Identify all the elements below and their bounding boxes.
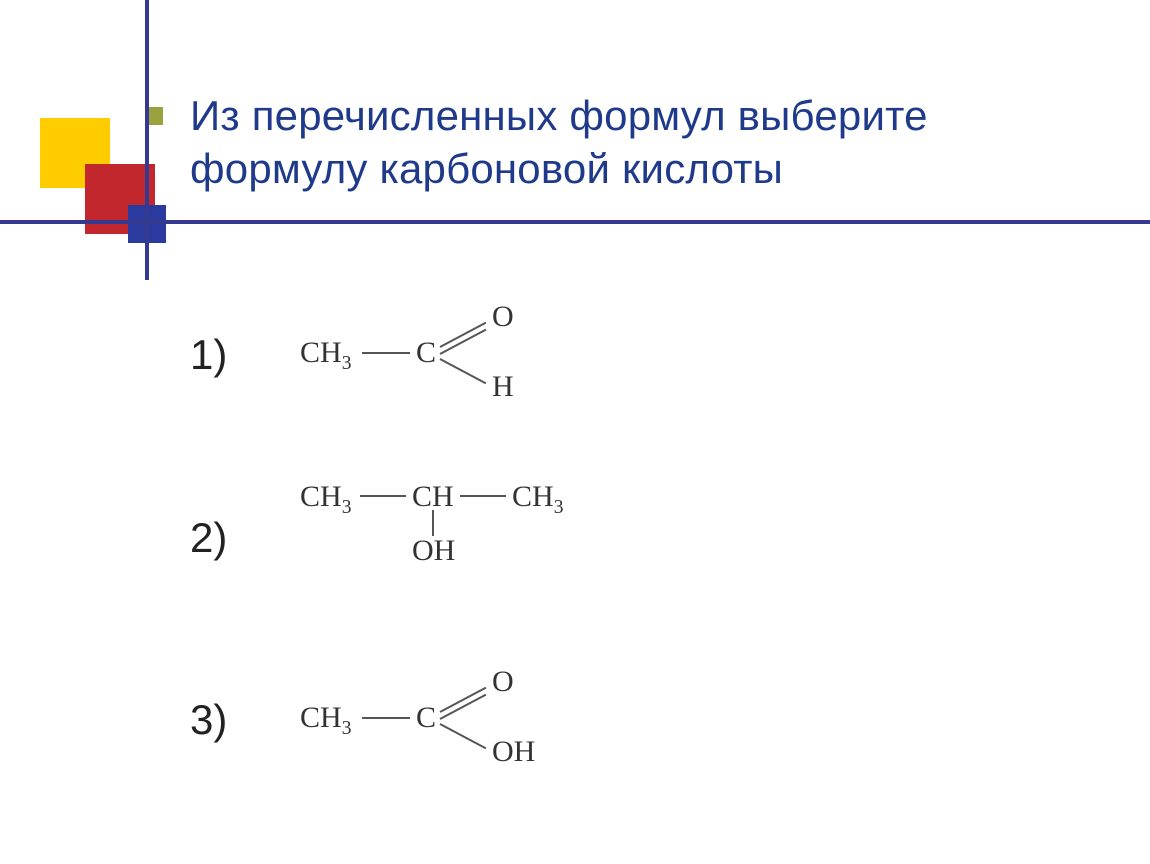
chem-structure-1: CH3 C O H xyxy=(300,300,560,410)
options-list: 1) CH3 C O H 2) CH3 xyxy=(190,300,620,855)
rule-vertical-bottom xyxy=(145,220,149,280)
rule-horizontal-left xyxy=(0,220,145,224)
atom-ch3-right: CH3 xyxy=(512,480,563,514)
option-number: 1) xyxy=(190,331,300,379)
option-row: 3) CH3 C O OH xyxy=(190,665,620,775)
atom-c: C xyxy=(416,336,436,370)
bond-single-angled xyxy=(440,723,487,749)
atom-o: O xyxy=(492,300,514,334)
bond-single xyxy=(362,717,410,719)
title-line-2: формулу карбоновой кислоты xyxy=(190,145,783,192)
bond-double-1 xyxy=(440,322,487,348)
option-number: 2) xyxy=(190,514,300,562)
chem-structure-2: CH3 CH CH3 OH xyxy=(300,480,620,575)
title-line-1: Из перечисленных формул выберите xyxy=(190,92,928,139)
bond-single-angled xyxy=(440,358,487,384)
rule-vertical-top xyxy=(145,0,149,224)
rule-horizontal-right xyxy=(145,220,1150,224)
chem-structure-3: CH3 C O OH xyxy=(300,665,600,775)
atom-c: C xyxy=(416,701,436,735)
atom-ch3: CH3 xyxy=(300,336,351,370)
atom-oh: OH xyxy=(412,534,455,568)
slide: Из перечисленных формул выберите формулу… xyxy=(0,0,1150,864)
atom-ch3: CH3 xyxy=(300,701,351,735)
bond-single xyxy=(360,495,406,497)
option-row: 2) CH3 CH CH3 OH xyxy=(190,490,620,585)
slide-title: Из перечисленных формул выберите формулу… xyxy=(190,90,1070,195)
atom-o: O xyxy=(492,665,514,699)
bond-single xyxy=(460,495,506,497)
atom-h: H xyxy=(492,370,514,404)
option-row: 1) CH3 C O H xyxy=(190,300,620,410)
bond-single xyxy=(362,352,410,354)
bond-double-1 xyxy=(440,687,487,713)
atom-ch3-left: CH3 xyxy=(300,480,351,514)
atom-ch: CH xyxy=(412,480,454,514)
bond-vertical xyxy=(432,510,434,536)
atom-oh: OH xyxy=(492,735,535,769)
option-number: 3) xyxy=(190,696,300,744)
